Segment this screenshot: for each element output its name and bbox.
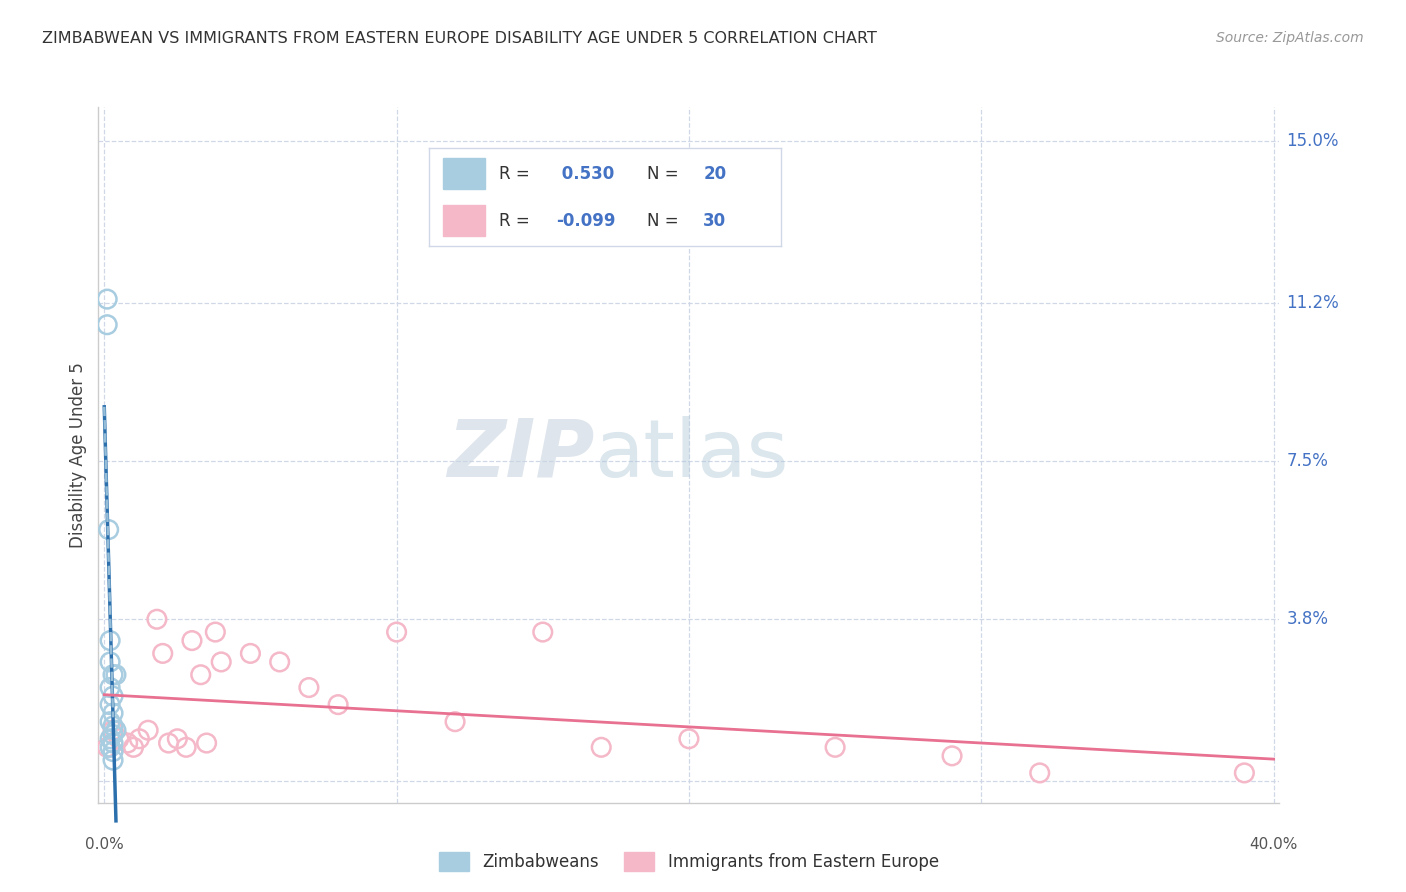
Text: 20: 20 [703, 165, 727, 183]
Text: N =: N = [647, 211, 683, 229]
Point [157, 736, 180, 750]
Text: Source: ZipAtlas.com: Source: ZipAtlas.com [1216, 31, 1364, 45]
Point [101, 719, 124, 733]
Point [190, 667, 212, 681]
FancyBboxPatch shape [443, 205, 485, 236]
Point [181, 633, 204, 648]
Text: 3.8%: 3.8% [1286, 610, 1329, 628]
Point [101, 745, 124, 759]
Point [444, 714, 467, 729]
Point [128, 731, 150, 746]
Point [101, 753, 124, 767]
Text: 0.0%: 0.0% [84, 837, 124, 852]
FancyBboxPatch shape [443, 158, 485, 189]
Point [104, 723, 127, 738]
Point [269, 655, 291, 669]
Point [98, 740, 121, 755]
Point [204, 625, 226, 640]
Point [174, 740, 197, 755]
Text: -0.099: -0.099 [555, 211, 616, 229]
Text: 40.0%: 40.0% [1250, 837, 1298, 852]
Point [101, 723, 124, 738]
Point [239, 647, 262, 661]
Point [96, 292, 118, 306]
Point [96, 740, 118, 755]
Text: 7.5%: 7.5% [1286, 452, 1329, 470]
Point [195, 736, 218, 750]
Point [98, 681, 121, 695]
Point [385, 625, 408, 640]
Text: N =: N = [647, 165, 683, 183]
Point [824, 740, 846, 755]
Point [101, 689, 124, 703]
Text: 11.2%: 11.2% [1286, 294, 1340, 312]
Point [104, 667, 127, 681]
Legend: Zimbabweans, Immigrants from Eastern Europe: Zimbabweans, Immigrants from Eastern Eur… [433, 846, 945, 878]
Point [98, 633, 121, 648]
Point [146, 612, 169, 626]
Text: ZIMBABWEAN VS IMMIGRANTS FROM EASTERN EUROPE DISABILITY AGE UNDER 5 CORRELATION : ZIMBABWEAN VS IMMIGRANTS FROM EASTERN EU… [42, 31, 877, 46]
Point [152, 647, 174, 661]
Point [98, 655, 121, 669]
Point [1029, 766, 1052, 780]
Y-axis label: Disability Age Under 5: Disability Age Under 5 [69, 362, 87, 548]
Text: ZIP: ZIP [447, 416, 595, 494]
Point [101, 667, 124, 681]
Point [591, 740, 613, 755]
Point [108, 731, 131, 746]
Point [1233, 766, 1256, 780]
Text: 30: 30 [703, 211, 727, 229]
Point [98, 731, 121, 746]
Point [326, 698, 349, 712]
Point [98, 714, 121, 729]
Text: R =: R = [499, 211, 536, 229]
Point [101, 736, 124, 750]
Point [96, 318, 118, 332]
Text: 0.530: 0.530 [555, 165, 614, 183]
Text: 15.0%: 15.0% [1286, 132, 1339, 150]
Point [531, 625, 554, 640]
Point [941, 748, 963, 763]
Text: atlas: atlas [595, 416, 789, 494]
Point [136, 723, 159, 738]
Point [97, 523, 120, 537]
Point [117, 736, 139, 750]
Point [122, 740, 145, 755]
Point [298, 681, 321, 695]
Text: R =: R = [499, 165, 536, 183]
Point [101, 727, 124, 741]
Point [678, 731, 700, 746]
Point [209, 655, 232, 669]
Point [101, 706, 124, 721]
Point [98, 698, 121, 712]
Point [166, 731, 188, 746]
